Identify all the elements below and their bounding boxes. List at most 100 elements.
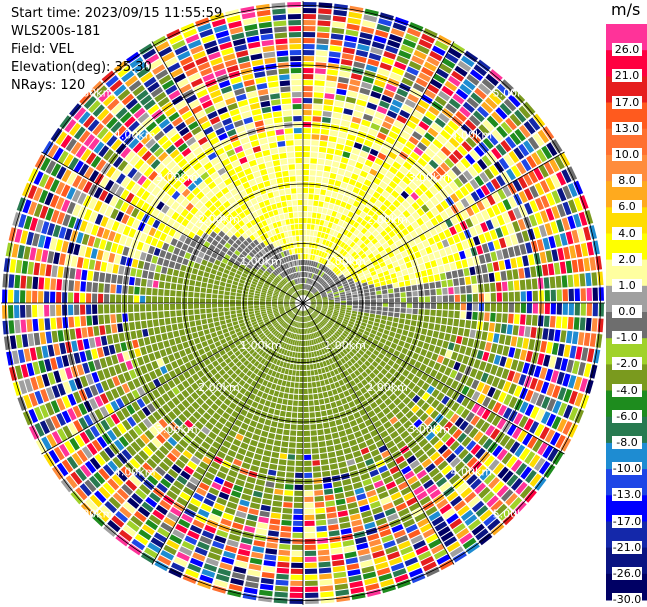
velocity-gate — [75, 268, 82, 280]
velocity-gate — [57, 383, 66, 396]
velocity-gate — [446, 452, 457, 464]
velocity-gate — [440, 200, 450, 210]
velocity-gate — [141, 190, 151, 201]
velocity-gate — [512, 269, 519, 280]
velocity-gate — [375, 561, 389, 570]
velocity-gate — [102, 251, 110, 262]
velocity-gate — [529, 454, 541, 468]
velocity-gate — [430, 217, 439, 226]
velocity-gate — [325, 439, 334, 446]
velocity-gate — [395, 411, 404, 420]
velocity-gate — [266, 306, 272, 309]
velocity-gate — [242, 328, 248, 334]
velocity-gate — [509, 497, 523, 511]
velocity-gate — [417, 284, 424, 290]
velocity-gate — [332, 314, 338, 318]
velocity-gate — [472, 293, 478, 302]
velocity-gate — [358, 328, 365, 333]
velocity-gate — [266, 301, 271, 303]
velocity-gate — [350, 358, 356, 364]
velocity-gate — [250, 365, 256, 372]
velocity-gate — [396, 345, 403, 352]
velocity-gate — [525, 314, 532, 326]
velocity-gate — [80, 281, 86, 292]
velocity-gate — [174, 262, 181, 270]
velocity-gate — [236, 331, 243, 337]
velocity-gate — [346, 335, 353, 341]
velocity-gate — [130, 330, 137, 340]
velocity-gate — [253, 336, 260, 342]
velocity-gate — [263, 493, 273, 500]
velocity-gate — [290, 430, 297, 436]
velocity-gate — [441, 432, 451, 443]
velocity-gate — [427, 127, 439, 138]
velocity-gate — [421, 402, 430, 412]
velocity-gate — [155, 265, 162, 273]
velocity-gate — [266, 309, 273, 313]
velocity-gate — [194, 286, 201, 293]
velocity-gate — [326, 147, 335, 155]
velocity-gate — [362, 516, 374, 524]
velocity-gate — [300, 358, 303, 364]
velocity-gate — [259, 583, 274, 591]
velocity-gate — [61, 410, 72, 424]
velocity-gate — [249, 339, 255, 346]
velocity-gate — [218, 290, 224, 295]
velocity-gate — [176, 290, 182, 297]
velocity-gate — [368, 346, 375, 353]
velocity-gate — [102, 482, 115, 495]
velocity-gate — [429, 316, 436, 323]
velocity-gate — [237, 447, 247, 456]
velocity-gate — [335, 199, 342, 206]
velocity-gate — [563, 404, 573, 419]
velocity-gate — [334, 340, 340, 346]
velocity-gate — [361, 322, 367, 327]
velocity-gate — [503, 394, 513, 406]
velocity-gate — [126, 216, 135, 227]
velocity-gate — [282, 399, 288, 405]
velocity-gate — [137, 386, 146, 397]
velocity-gate — [408, 181, 418, 191]
velocity-gate — [451, 402, 460, 412]
velocity-gate — [539, 426, 550, 440]
velocity-gate — [298, 328, 301, 334]
velocity-gate — [321, 342, 326, 348]
velocity-gate — [323, 354, 328, 360]
velocity-gate — [318, 555, 331, 562]
velocity-gate — [134, 312, 140, 321]
velocity-gate — [365, 438, 375, 446]
velocity-gate — [78, 417, 89, 430]
velocity-gate — [403, 435, 414, 444]
velocity-gate — [277, 397, 283, 404]
velocity-gate — [479, 340, 486, 351]
velocity-gate — [510, 336, 518, 347]
velocity-gate — [126, 404, 136, 415]
velocity-gate — [553, 262, 561, 275]
velocity-gate — [307, 218, 312, 224]
velocity-gate — [322, 319, 328, 324]
velocity-gate — [423, 283, 430, 290]
velocity-gate — [354, 430, 362, 438]
velocity-gate — [388, 131, 399, 140]
velocity-gate — [364, 299, 370, 303]
velocity-gate — [395, 455, 405, 465]
velocity-gate — [179, 364, 187, 373]
velocity-gate — [317, 330, 322, 336]
velocity-gate — [313, 363, 317, 370]
velocity-gate — [269, 356, 275, 363]
velocity-gate — [108, 344, 116, 355]
velocity-gate — [364, 306, 370, 310]
velocity-gate — [478, 254, 486, 264]
velocity-gate — [173, 231, 182, 240]
velocity-gate — [133, 425, 143, 436]
velocity-gate — [342, 539, 355, 547]
velocity-gate — [279, 410, 286, 417]
velocity-gate — [342, 332, 348, 338]
velocity-gate — [152, 288, 158, 296]
velocity-gate — [254, 295, 260, 299]
velocity-gate — [68, 157, 79, 170]
velocity-gate — [164, 289, 170, 296]
velocity-gate — [86, 315, 93, 326]
velocity-gate — [357, 156, 366, 164]
velocity-gate — [2, 305, 8, 319]
